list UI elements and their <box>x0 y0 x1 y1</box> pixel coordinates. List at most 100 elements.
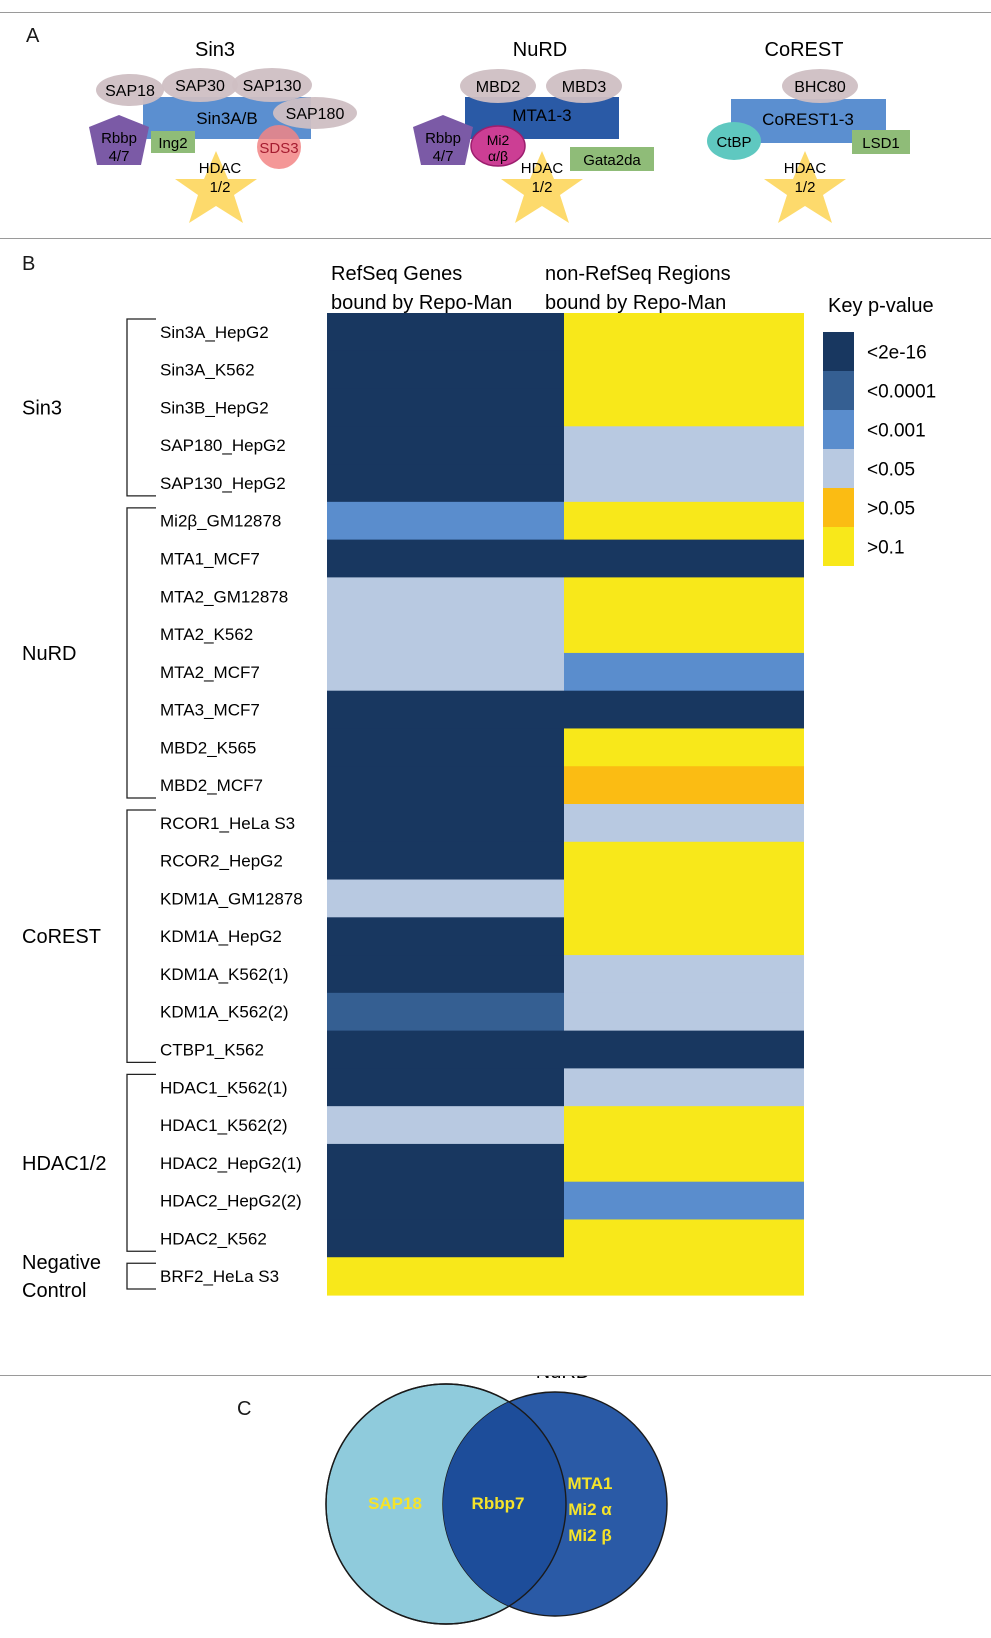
mi2-label: α/β <box>488 148 508 164</box>
row-label: KDM1A_K562(2) <box>160 1003 289 1022</box>
group-label: Sin3 <box>22 397 62 419</box>
rbbp-label: 4/7 <box>433 148 454 165</box>
heatmap-cell-refseq <box>327 992 564 1032</box>
heatmap-cell-nonrefseq <box>564 1143 804 1183</box>
key-label: >0.1 <box>867 538 905 559</box>
mi2-label: Mi2 <box>487 132 510 148</box>
heatmap-cell-nonrefseq <box>564 501 804 541</box>
heatmap-cell-refseq <box>327 841 564 881</box>
oval-label: SAP18 <box>105 83 155 100</box>
group-bracket <box>126 1262 156 1290</box>
row-label: BRF2_HeLa S3 <box>160 1267 279 1286</box>
heatmap-cell-nonrefseq <box>564 615 804 654</box>
mi2-oval <box>470 125 526 167</box>
heatmap-cell-nonrefseq <box>564 917 804 956</box>
oval-protein <box>273 97 357 129</box>
heatmap-cell-refseq <box>327 464 564 503</box>
heatmap-cell-nonrefseq <box>564 992 804 1032</box>
heatmap-cell-nonrefseq <box>564 350 804 390</box>
heatmap-cell-nonrefseq <box>564 955 804 994</box>
heatmap-cell-nonrefseq <box>564 728 804 767</box>
hdac-star <box>764 151 846 223</box>
key-label: <2e-16 <box>867 343 927 364</box>
heatmap-cell-refseq <box>327 955 564 994</box>
row-label: Sin3B_HepG2 <box>160 398 269 417</box>
venn-overlap <box>443 1392 566 1616</box>
rbbp-label: Rbbp <box>425 130 461 147</box>
heatmap-cell-refseq <box>327 879 564 918</box>
core-label: Sin3A/B <box>196 109 257 128</box>
heatmap-cell-nonrefseq <box>564 388 804 427</box>
complex-diagrams: Sin3 Sin3A/B SAP18 SAP30 SAP130 SAP180 S… <box>89 39 910 223</box>
venn-right-item: MTA1 <box>567 1474 612 1493</box>
row-label: SAP130_HepG2 <box>160 474 286 493</box>
row-label: HDAC2_K562 <box>160 1229 267 1248</box>
key-label: >0.05 <box>867 499 915 520</box>
hdac-star <box>501 151 583 223</box>
heatmap-cell-nonrefseq <box>564 690 804 730</box>
heatmap-cell-refseq <box>327 426 564 465</box>
sds3-circle <box>257 125 301 169</box>
heatmap-cell-refseq <box>327 917 564 956</box>
panel-b: B RefSeq Genes bound by Repo-Man non-RefSe… <box>0 238 991 1375</box>
group-label: CoREST <box>22 926 101 948</box>
column-header: bound by Repo-Man <box>545 292 726 314</box>
heatmap-cell-refseq <box>327 690 564 730</box>
oval-label: SAP130 <box>243 78 302 95</box>
group-bracket <box>126 1073 156 1252</box>
oval-label: SAP180 <box>286 106 345 123</box>
hdac-label: HDAC <box>784 160 827 177</box>
group-bracket <box>126 809 156 1064</box>
heatmap-cell-refseq <box>327 501 564 541</box>
venn-right-item: Mi2 β <box>568 1526 611 1545</box>
oval-protein <box>460 69 536 103</box>
hdac-label: HDAC <box>199 160 242 177</box>
heatmap-cell-refseq <box>327 1068 564 1107</box>
oval-label: BHC80 <box>794 79 846 96</box>
heatmap-cell-nonrefseq <box>564 804 804 843</box>
row-labels: Sin3A_HepG2 Sin3A_K562 Sin3B_HepG2 SAP180_H… <box>160 323 303 1286</box>
key-title: Key p-value <box>828 295 934 317</box>
key-swatch <box>823 527 854 566</box>
oval-label: MBD2 <box>476 79 521 96</box>
heatmap-cell-nonrefseq <box>564 766 804 805</box>
row-label: CTBP1_K562 <box>160 1041 264 1060</box>
heatmap-cell-nonrefseq <box>564 426 804 465</box>
column-header: non-RefSeq Regions <box>545 263 731 285</box>
heatmap-cell-nonrefseq <box>564 577 804 616</box>
row-label: MTA1_MCF7 <box>160 550 260 569</box>
heatmap-cell-refseq <box>327 804 564 843</box>
heatmap-cell-refseq <box>327 652 564 692</box>
row-label: HDAC2_HepG2(2) <box>160 1192 302 1211</box>
ctbp-oval <box>707 122 761 160</box>
key-swatch <box>823 449 854 488</box>
complex-title: Sin3 <box>195 39 235 61</box>
row-label: SAP180_HepG2 <box>160 436 286 455</box>
heatmap-cell-refseq <box>327 1030 564 1069</box>
row-label: MTA2_GM12878 <box>160 587 288 606</box>
heatmap-cell-nonrefseq <box>564 652 804 692</box>
key-label: <0.05 <box>867 460 915 481</box>
hdac-label: HDAC <box>521 160 564 177</box>
ing2-label: Ing2 <box>158 135 187 152</box>
panel-c: C Sin3 NuRD SAP18 Rbbp7 MTA1 Mi2 α Mi2 β <box>0 1375 991 1637</box>
gata2da-label: Gata2da <box>583 152 641 169</box>
heatmap-cell-nonrefseq <box>564 1257 804 1296</box>
key-swatch <box>823 371 854 410</box>
complex-sin3: Sin3 Sin3A/B SAP18 SAP30 SAP130 SAP180 S… <box>89 39 357 223</box>
oval-protein <box>782 69 858 103</box>
column-header: RefSeq Genes <box>331 263 462 285</box>
complex-nurd: NuRD MTA1-3 MBD2 MBD3 HDAC 1/2 Gata2da R… <box>413 39 654 223</box>
oval-protein <box>232 68 312 102</box>
venn-set-label: Sin3 <box>412 1376 452 1377</box>
row-label: MTA2_MCF7 <box>160 663 260 682</box>
row-label: KDM1A_HepG2 <box>160 927 282 946</box>
key-label: <0.0001 <box>867 382 936 403</box>
row-label: HDAC1_K562(2) <box>160 1116 288 1135</box>
heatmap-cell-nonrefseq <box>564 464 804 503</box>
heatmap-cells <box>327 313 804 1296</box>
core-label: MTA1-3 <box>512 106 571 125</box>
row-label: Sin3A_K562 <box>160 361 255 380</box>
venn-left-item: SAP18 <box>368 1494 422 1513</box>
heatmap-cell-refseq <box>327 350 564 390</box>
